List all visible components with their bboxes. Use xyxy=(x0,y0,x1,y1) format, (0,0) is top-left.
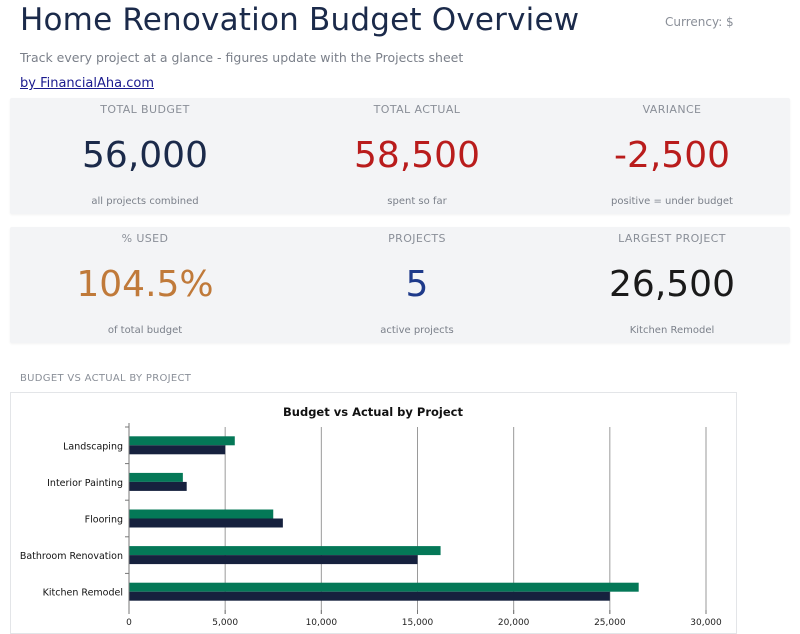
kpi-label: LARGEST PROJECT xyxy=(618,232,726,245)
kpi-label: PROJECTS xyxy=(388,232,446,245)
bar-series-1 xyxy=(129,445,226,455)
y-tick-label: Bathroom Renovation xyxy=(20,551,123,562)
kpi-label: TOTAL ACTUAL xyxy=(373,103,461,116)
bar-series-1 xyxy=(129,555,418,565)
byline-link[interactable]: by FinancialAha.com xyxy=(20,76,154,91)
currency-label: Currency: $ xyxy=(665,15,734,29)
y-tick-label: Kitchen Remodel xyxy=(43,588,123,599)
kpi-note: positive = under budget xyxy=(611,196,733,207)
bar-series-1 xyxy=(129,591,610,601)
chart-title: Budget vs Actual by Project xyxy=(283,405,463,419)
kpi-row-status: % USED 104.5% of total budget PROJECTS 5… xyxy=(10,227,790,343)
kpi-value: 5 xyxy=(405,264,429,305)
x-tick-label: 20,000 xyxy=(498,618,530,628)
kpi-value: 58,500 xyxy=(354,135,480,176)
kpi-note: active projects xyxy=(380,325,454,336)
kpi-largest-project: LARGEST PROJECT 26,500 Kitchen Remodel xyxy=(547,227,797,343)
kpi-total-budget: TOTAL BUDGET 56,000 all projects combine… xyxy=(20,98,270,214)
bar-series-0 xyxy=(129,436,235,446)
page-title: Home Renovation Budget Overview xyxy=(20,2,580,38)
bar-series-0 xyxy=(129,509,274,519)
kpi-total-actual: TOTAL ACTUAL 58,500 spent so far xyxy=(292,98,542,214)
page-subtitle: Track every project at a glance - figure… xyxy=(20,50,464,65)
chart-container: Budget vs Actual by Project 0 5,000 10,000… xyxy=(10,392,737,634)
kpi-note: of total budget xyxy=(107,325,183,336)
kpi-label: VARIANCE xyxy=(642,103,702,116)
y-tick-label: Interior Painting xyxy=(47,478,123,489)
kpi-percent-used: % USED 104.5% of total budget xyxy=(20,227,270,343)
chart-section-title: BUDGET VS ACTUAL BY PROJECT xyxy=(20,373,192,384)
x-tick-label: 30,000 xyxy=(690,618,722,628)
bar-series-1 xyxy=(129,518,283,528)
x-tick-label: 25,000 xyxy=(594,618,626,628)
kpi-note: Kitchen Remodel xyxy=(629,325,715,336)
kpi-value: -2,500 xyxy=(613,135,731,176)
x-tick-label: 15,000 xyxy=(402,618,434,628)
kpi-value: 26,500 xyxy=(609,264,735,305)
kpi-value: 56,000 xyxy=(82,135,208,176)
bar-series-0 xyxy=(129,582,639,592)
bar-series-0 xyxy=(129,546,441,556)
bar-series-1 xyxy=(129,481,187,491)
kpi-note: spent so far xyxy=(387,196,447,207)
kpi-value: 104.5% xyxy=(76,264,214,305)
kpi-row-totals: TOTAL BUDGET 56,000 all projects combine… xyxy=(10,98,790,214)
kpi-note: all projects combined xyxy=(91,196,199,207)
kpi-label: TOTAL BUDGET xyxy=(100,103,190,116)
bar-series-0 xyxy=(129,472,183,482)
kpi-variance: VARIANCE -2,500 positive = under budget xyxy=(547,98,797,214)
y-tick-label: Landscaping xyxy=(63,441,123,452)
y-tick-label: Flooring xyxy=(85,515,123,526)
x-tick-label: 0 xyxy=(126,618,132,628)
kpi-projects: PROJECTS 5 active projects xyxy=(292,227,542,343)
chart-bars xyxy=(129,436,639,601)
x-tick-label: 10,000 xyxy=(306,618,338,628)
kpi-label: % USED xyxy=(121,232,169,245)
bar-chart: Budget vs Actual by Project 0 5,000 10,000… xyxy=(20,405,722,628)
x-tick-label: 5,000 xyxy=(212,618,238,628)
